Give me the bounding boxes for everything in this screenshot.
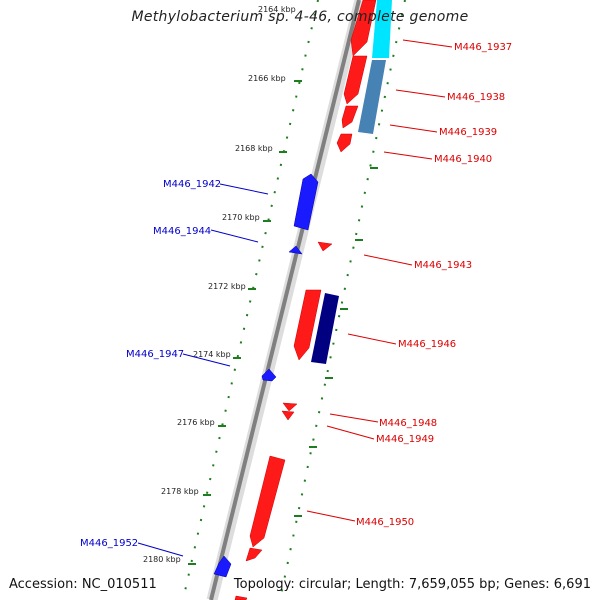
gene-label-m446-1939[interactable]: M446_1939 [439, 127, 497, 138]
cds-block-steel [358, 60, 386, 134]
gene-label-m446-1949[interactable]: M446_1949 [376, 434, 434, 445]
accession-text: Accession: NC_010511 [9, 577, 157, 592]
gene-arrow-m446-1937[interactable] [350, 0, 377, 57]
gene-arrow-m446-1939[interactable] [341, 105, 359, 129]
leader-lines-forward [306, 39, 453, 522]
cds-block-navy [311, 293, 339, 364]
major-ticks [188, 80, 378, 565]
gene-arrow-m446-1947[interactable] [261, 368, 277, 382]
gene-arrow-m446-1950[interactable] [249, 455, 286, 548]
kbp-label-2172: 2172 kbp [208, 282, 246, 291]
kbp-label-2166: 2166 kbp [248, 74, 286, 83]
gene-label-m446-1943[interactable]: M446_1943 [414, 260, 472, 271]
gene-arrow-m446-1952[interactable] [213, 555, 232, 578]
reverse-strand-genes [213, 173, 319, 578]
gene-arrow-m446-1951[interactable] [245, 547, 263, 562]
kbp-label-2174: 2174 kbp [193, 350, 231, 359]
kbp-label-2176: 2176 kbp [177, 418, 215, 427]
gene-label-m446-1946[interactable]: M446_1946 [398, 339, 456, 350]
gene-arrow-m446-1948a[interactable] [282, 402, 298, 412]
backbone [209, 0, 361, 600]
gene-label-m446-1950[interactable]: M446_1950 [356, 517, 414, 528]
gene-label-m446-1938[interactable]: M446_1938 [447, 92, 505, 103]
map-title: Methylobacterium sp. 4-46, complete geno… [131, 9, 469, 25]
gene-label-m446-1940[interactable]: M446_1940 [434, 154, 492, 165]
gene-arrow-m446-1953[interactable] [234, 595, 248, 600]
gene-label-m446-1952[interactable]: M446_1952 [80, 538, 138, 549]
gene-label-m446-1937[interactable]: M446_1937 [454, 42, 512, 53]
gene-label-m446-1948[interactable]: M446_1948 [379, 418, 437, 429]
gene-arrow-m446-1946[interactable] [293, 289, 322, 361]
gene-label-m446-1942[interactable]: M446_1942 [163, 179, 221, 190]
gene-arrow-m446-1949[interactable] [281, 410, 295, 421]
forward-strand-genes [234, 0, 377, 600]
gene-arrow-m446-1940[interactable] [336, 133, 353, 153]
cds-block-cyan [372, 0, 392, 58]
kbp-label-2170: 2170 kbp [222, 213, 260, 222]
inner-tick-track [182, 0, 319, 600]
gene-arrow-m446-1943[interactable] [317, 241, 333, 252]
kbp-label-2164: 2164 kbp [258, 5, 296, 14]
kbp-label-2180: 2180 kbp [143, 555, 181, 564]
kbp-label-2168: 2168 kbp [235, 144, 273, 153]
gene-label-m446-1947[interactable]: M446_1947 [126, 349, 184, 360]
gene-arrow-m446-1944[interactable] [288, 245, 303, 255]
gene-arrow-m446-1938[interactable] [343, 55, 368, 105]
kbp-label-2178: 2178 kbp [161, 487, 199, 496]
topology-text: Topology: circular; Length: 7,659,055 bp… [233, 577, 591, 592]
leader-lines-reverse [137, 183, 269, 557]
gene-label-m446-1944[interactable]: M446_1944 [153, 226, 211, 237]
gene-arrow-m446-1942[interactable] [293, 173, 319, 231]
